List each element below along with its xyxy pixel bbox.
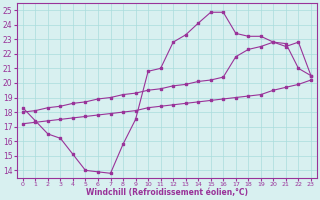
X-axis label: Windchill (Refroidissement éolien,°C): Windchill (Refroidissement éolien,°C) [86, 188, 248, 197]
